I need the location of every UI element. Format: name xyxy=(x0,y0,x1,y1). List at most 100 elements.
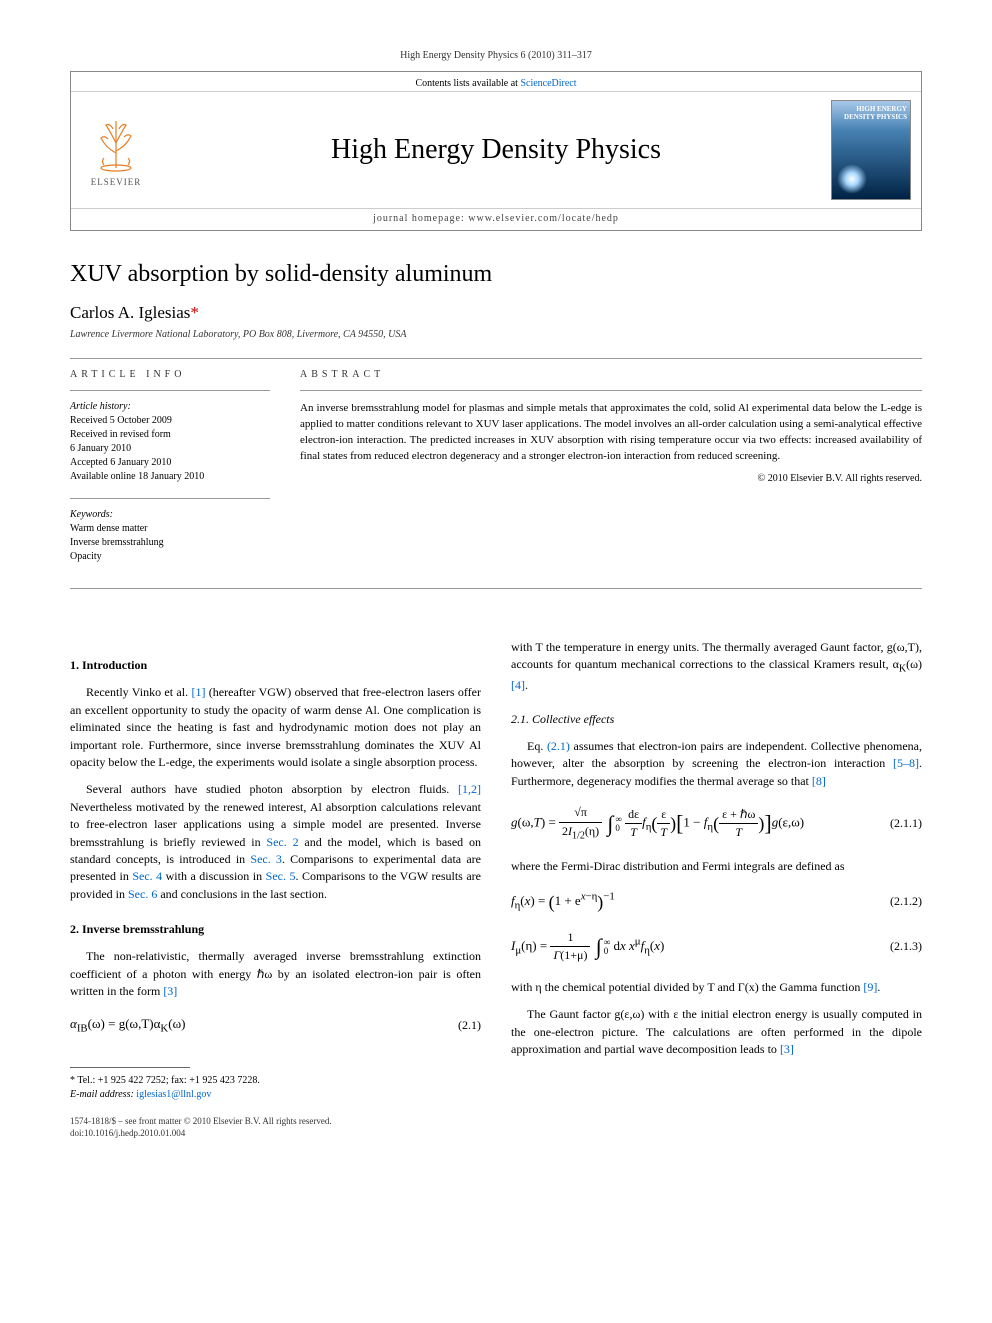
ref-link[interactable]: [8] xyxy=(812,774,826,788)
text: Recently Vinko et al. xyxy=(86,685,191,699)
text: with a discussion in xyxy=(162,869,266,883)
abstract-text: An inverse bremsstrahlung model for plas… xyxy=(300,401,922,465)
text: (ω) xyxy=(906,657,922,671)
email-link[interactable]: iglesias1@llnl.gov xyxy=(136,1089,211,1100)
issn-line: 1574-1818/$ – see front matter © 2010 El… xyxy=(70,1116,481,1128)
section-link[interactable]: Sec. 2 xyxy=(266,835,298,849)
eq-body: αIB(ω) = g(ω,T)αK(ω) xyxy=(70,1015,448,1037)
history-label: Article history: xyxy=(70,401,270,412)
affiliation: Lawrence Livermore National Laboratory, … xyxy=(70,329,922,340)
eq-number: (2.1) xyxy=(458,1017,481,1034)
text: The Gaunt factor g(ε,ω) with ε the initi… xyxy=(511,1007,922,1056)
s21-para-4: The Gaunt factor g(ε,ω) with ε the initi… xyxy=(511,1006,922,1058)
text: The non-relativistic, thermally averaged… xyxy=(70,949,481,998)
ref-link[interactable]: [9] xyxy=(863,980,877,994)
eq-number: (2.1.2) xyxy=(890,893,922,910)
history-line: Received 5 October 2009 xyxy=(70,414,270,428)
homepage-link[interactable]: www.elsevier.com/locate/hedp xyxy=(468,213,619,224)
s1-para-1: Recently Vinko et al. [1] (hereafter VGW… xyxy=(70,684,481,771)
info-abstract-row: article info Article history: Received 5… xyxy=(70,369,922,578)
info-rule-1 xyxy=(70,390,270,391)
text: with T the temperature in energy units. … xyxy=(511,640,922,671)
journal-title: High Energy Density Physics xyxy=(161,134,831,166)
bottom-matter: 1574-1818/$ – see front matter © 2010 El… xyxy=(70,1116,481,1139)
elsevier-logo: ELSEVIER xyxy=(71,108,161,192)
header-contents-line: Contents lists available at ScienceDirec… xyxy=(71,72,921,92)
history-line: Available online 18 January 2010 xyxy=(70,470,270,484)
footnote: * Tel.: +1 925 422 7252; fax: +1 925 423… xyxy=(70,1074,481,1102)
ref-link[interactable]: [3] xyxy=(780,1042,794,1056)
keywords-label: Keywords: xyxy=(70,509,270,520)
email-label: E-mail address: xyxy=(70,1089,136,1100)
keyword: Inverse bremsstrahlung xyxy=(70,536,270,550)
col2-para-1: with T the temperature in energy units. … xyxy=(511,639,922,695)
equation-2-1: αIB(ω) = g(ω,T)αK(ω) (2.1) xyxy=(70,1015,481,1037)
eq-text: (ω) xyxy=(168,1016,185,1031)
s2-para-1: The non-relativistic, thermally averaged… xyxy=(70,948,481,1000)
section-2-1-heading: 2.1. Collective effects xyxy=(511,711,922,728)
s21-para-3: with η the chemical potential divided by… xyxy=(511,979,922,996)
eq-sub: IB xyxy=(77,1022,88,1034)
eq-link[interactable]: (2.1) xyxy=(547,739,570,753)
homepage-label: journal homepage: xyxy=(373,213,468,224)
top-citation: High Energy Density Physics 6 (2010) 311… xyxy=(70,50,922,61)
ref-link[interactable]: [1,2] xyxy=(458,782,481,796)
s21-para-2: where the Fermi-Dirac distribution and F… xyxy=(511,858,922,875)
eq-number: (2.1.1) xyxy=(890,815,922,832)
body-columns: 1. Introduction Recently Vinko et al. [1… xyxy=(70,639,922,1139)
section-link[interactable]: Sec. 3 xyxy=(250,852,282,866)
header-main: ELSEVIER High Energy Density Physics HIG… xyxy=(71,92,921,208)
history-line: Received in revised form xyxy=(70,428,270,442)
header-homepage-line: journal homepage: www.elsevier.com/locat… xyxy=(71,208,921,230)
keyword: Warm dense matter xyxy=(70,522,270,536)
eq-body: Iμ(η) = 1Γ(1+μ) ∫∞0 dx xμfη(x) xyxy=(511,929,880,965)
cover-title: HIGH ENERGY DENSITY PHYSICS xyxy=(832,106,907,121)
abstract-heading: abstract xyxy=(300,369,922,380)
text: . xyxy=(877,980,880,994)
section-link[interactable]: Sec. 4 xyxy=(132,869,162,883)
s1-para-2: Several authors have studied photon abso… xyxy=(70,781,481,903)
s21-para-1: Eq. (2.1) assumes that electron-ion pair… xyxy=(511,738,922,790)
info-rule-2 xyxy=(70,498,270,499)
abstract-copyright: © 2010 Elsevier B.V. All rights reserved… xyxy=(300,473,922,484)
rule-top xyxy=(70,358,922,359)
info-heading: article info xyxy=(70,369,270,380)
rule-bottom xyxy=(70,588,922,589)
text: Several authors have studied photon abso… xyxy=(86,782,458,796)
equation-2-1-1: g(ω,T) = √π2I1/2(η) ∫∞0 dεTfη(εT)[1 − fη… xyxy=(511,804,922,843)
keywords-block: Keywords: Warm dense matter Inverse brem… xyxy=(70,509,270,564)
section-2-heading: 2. Inverse bremsstrahlung xyxy=(70,921,481,938)
author-text: Carlos A. Iglesias xyxy=(70,303,190,322)
sciencedirect-link[interactable]: ScienceDirect xyxy=(520,78,576,89)
eq-body: fη(x) = (1 + ex−η)−1 xyxy=(511,889,880,915)
eq-body: g(ω,T) = √π2I1/2(η) ∫∞0 dεTfη(εT)[1 − fη… xyxy=(511,804,880,843)
right-column: with T the temperature in energy units. … xyxy=(511,639,922,1139)
text: assumes that electron-ion pairs are inde… xyxy=(511,739,922,770)
ref-link[interactable]: [4] xyxy=(511,678,525,692)
text: with η the chemical potential divided by… xyxy=(511,980,863,994)
history-line: 6 January 2010 xyxy=(70,442,270,456)
section-link[interactable]: Sec. 6 xyxy=(128,887,157,901)
ref-link[interactable]: [5–8] xyxy=(893,756,919,770)
text: . xyxy=(525,678,528,692)
journal-cover-thumbnail: HIGH ENERGY DENSITY PHYSICS xyxy=(831,100,911,200)
elsevier-tree-icon xyxy=(86,113,146,173)
author-asterisk: * xyxy=(190,303,199,322)
author-name: Carlos A. Iglesias* xyxy=(70,303,922,323)
ref-link[interactable]: [1] xyxy=(191,685,205,699)
journal-header: Contents lists available at ScienceDirec… xyxy=(70,71,922,231)
section-1-heading: 1. Introduction xyxy=(70,657,481,674)
footnote-separator xyxy=(70,1067,190,1068)
cover-glow-icon xyxy=(837,164,867,194)
abstract-rule xyxy=(300,390,922,391)
text: Eq. xyxy=(527,739,547,753)
ref-link[interactable]: [3] xyxy=(163,984,177,998)
equation-2-1-3: Iμ(η) = 1Γ(1+μ) ∫∞0 dx xμfη(x) (2.1.3) xyxy=(511,929,922,965)
article-info: article info Article history: Received 5… xyxy=(70,369,270,578)
elsevier-text: ELSEVIER xyxy=(76,177,156,187)
section-link[interactable]: Sec. 5 xyxy=(266,869,296,883)
contents-text: Contents lists available at xyxy=(415,78,520,89)
left-column: 1. Introduction Recently Vinko et al. [1… xyxy=(70,639,481,1139)
equation-2-1-2: fη(x) = (1 + ex−η)−1 (2.1.2) xyxy=(511,889,922,915)
abstract: abstract An inverse bremsstrahlung model… xyxy=(300,369,922,578)
